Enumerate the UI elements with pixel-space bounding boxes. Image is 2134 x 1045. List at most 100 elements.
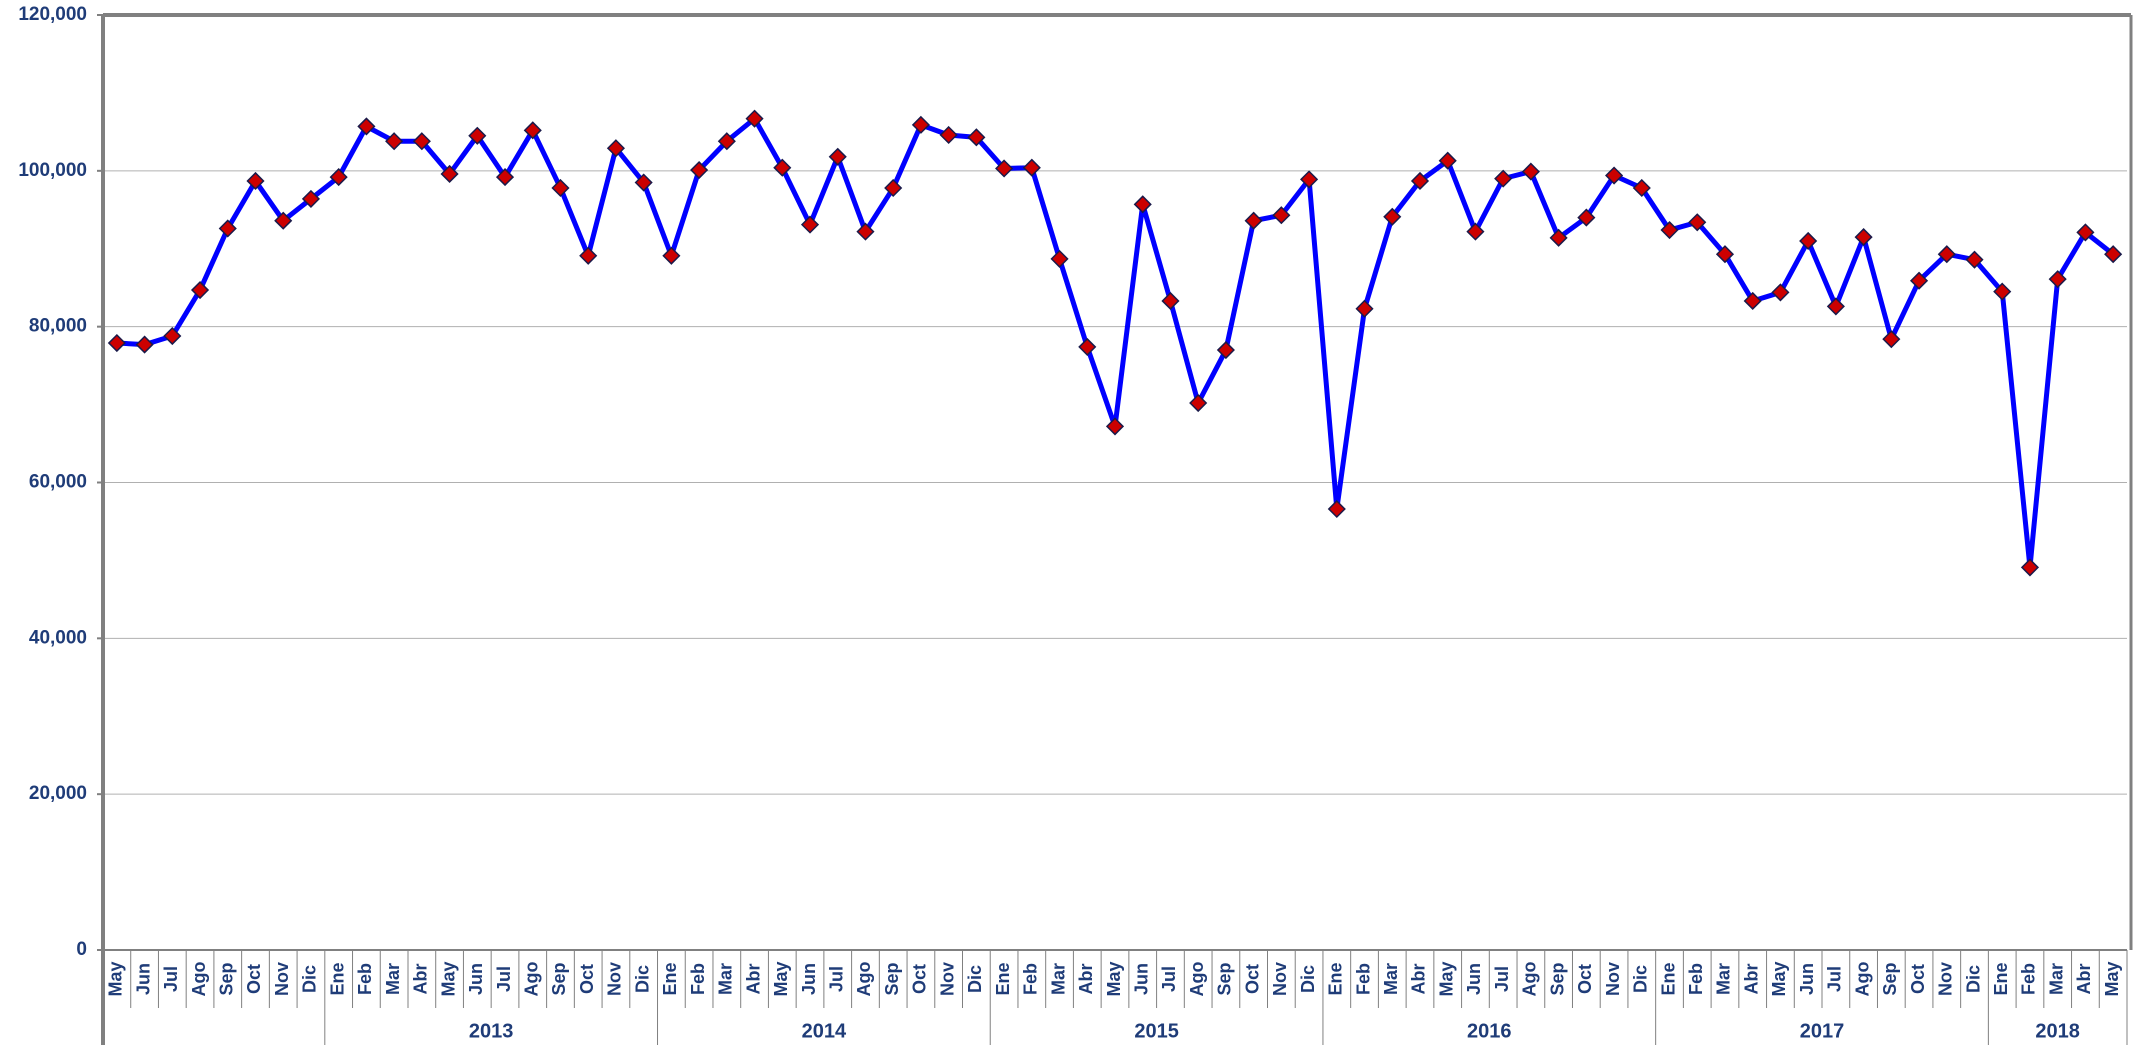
data-point	[1605, 166, 1624, 185]
x-tick-label: Nov	[605, 962, 625, 996]
data-point	[662, 246, 681, 265]
x-tick-label: May	[1769, 961, 1789, 996]
data-point	[2020, 558, 2040, 577]
x-tick-label: Ene	[1991, 962, 2011, 995]
y-tick-label: 60,000	[29, 472, 87, 493]
x-tick-label: Oct	[577, 964, 597, 994]
y-tick-label: 40,000	[29, 627, 87, 648]
data-point	[1216, 340, 1235, 360]
x-tick-label: Ago	[1187, 962, 1207, 997]
data-point	[995, 159, 1014, 178]
x-tick-label: Mar	[2046, 963, 2066, 995]
data-point	[107, 333, 126, 353]
data-point	[495, 168, 515, 187]
x-tick-label: Feb	[688, 963, 708, 995]
x-tick-label: Ene	[327, 962, 347, 995]
x-tick-label: Ago	[1520, 962, 1540, 997]
x-tick-label: Jul	[494, 966, 514, 992]
data-point	[1078, 337, 1097, 356]
data-point	[357, 117, 376, 136]
data-point	[1577, 208, 1596, 227]
x-tick-label: Nov	[1603, 962, 1623, 996]
x-tick-label: Jul	[1159, 966, 1179, 992]
data-point	[1771, 283, 1790, 302]
data-point	[800, 215, 820, 234]
x-tick-label: Dic	[1963, 965, 1983, 993]
x-tick-label: Mar	[383, 963, 403, 995]
y-tick-label: 120,000	[18, 4, 87, 25]
data-point	[218, 219, 237, 238]
x-tick-label: Jul	[1492, 966, 1512, 992]
data-point	[1993, 282, 2012, 301]
x-tick-label: Jun	[799, 963, 819, 995]
x-tick-label: Mar	[1381, 963, 1401, 995]
x-tick-label: Ago	[522, 962, 542, 997]
data-point	[939, 125, 958, 145]
x-tick-label: Nov	[1936, 962, 1956, 996]
x-tick-label: Dic	[632, 965, 652, 993]
data-point	[1022, 158, 1041, 177]
x-tick-label: Nov	[937, 962, 957, 996]
data-point	[523, 121, 542, 140]
group-label: 2014	[802, 1020, 847, 1042]
group-label: 2013	[469, 1020, 514, 1042]
x-tick-label: Oct	[910, 964, 930, 994]
data-point	[884, 178, 903, 198]
x-tick-label: Sep	[217, 962, 237, 995]
x-tick-label: Mar	[716, 963, 736, 995]
data-point	[1466, 222, 1485, 241]
data-point	[551, 178, 570, 198]
x-tick-label: Dic	[1298, 965, 1318, 993]
data-point	[301, 189, 321, 208]
x-tick-label: Ago	[854, 962, 874, 997]
data-point	[1300, 170, 1319, 189]
data-point	[1937, 245, 1956, 264]
x-tick-label: Feb	[1021, 963, 1041, 995]
x-tick-label: Sep	[1880, 962, 1900, 995]
x-tick-label: Abr	[411, 964, 431, 995]
x-tick-label: Jul	[826, 966, 846, 992]
x-tick-label: Jun	[1464, 963, 1484, 995]
x-tick-label: Ago	[1852, 962, 1872, 997]
y-tick-label: 80,000	[29, 316, 87, 337]
data-point	[606, 139, 625, 158]
x-tick-label: Oct	[1575, 964, 1595, 994]
data-point	[1133, 195, 1152, 214]
group-label: 2017	[1800, 1020, 1845, 1042]
data-point	[1272, 206, 1291, 225]
x-tick-label: May	[771, 961, 791, 996]
x-tick-label: Dic	[1631, 965, 1651, 993]
x-tick-label: Jun	[133, 963, 153, 995]
data-point	[274, 211, 293, 230]
data-point	[1660, 220, 1679, 240]
data-point	[468, 126, 487, 145]
x-tick-label: Feb	[1353, 963, 1373, 995]
x-tick-label: Feb	[355, 963, 375, 995]
data-point	[828, 147, 847, 166]
x-tick-label: Dic	[300, 965, 320, 993]
x-tick-label: Ene	[660, 962, 680, 995]
data-point	[1383, 207, 1402, 226]
x-tick-label: Abr	[743, 964, 763, 995]
data-point	[1688, 213, 1707, 232]
data-point	[385, 132, 404, 151]
data-point	[1743, 291, 1762, 311]
x-tick-label: Ene	[993, 962, 1013, 995]
data-point	[856, 222, 875, 241]
x-tick-label: Ene	[1658, 962, 1678, 995]
x-tick-label: Abr	[1741, 964, 1761, 995]
data-point	[634, 173, 653, 192]
data-point	[1521, 162, 1540, 181]
data-point	[246, 171, 265, 191]
group-label: 2018	[2035, 1020, 2080, 1042]
y-tick-label: 100,000	[18, 160, 87, 181]
x-tick-label: May	[1436, 961, 1456, 996]
group-label: 2015	[1134, 1020, 1179, 1042]
data-point	[717, 132, 736, 151]
data-point	[1327, 499, 1346, 519]
data-point	[1882, 330, 1901, 349]
x-tick-label: May	[2102, 961, 2122, 996]
x-tick-label: Jul	[1825, 966, 1845, 992]
data-point	[329, 168, 348, 187]
data-point	[1909, 271, 1929, 290]
